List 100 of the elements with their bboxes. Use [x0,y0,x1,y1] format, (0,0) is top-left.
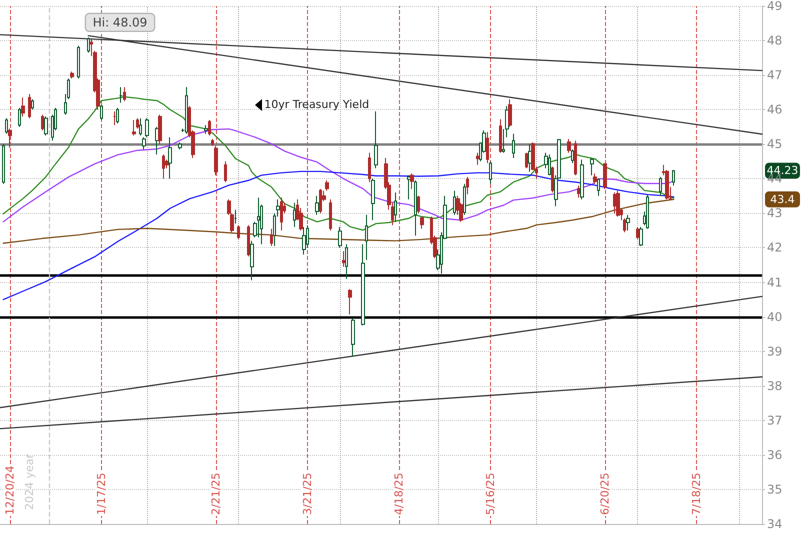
candlestick [410,172,414,190]
candlestick [577,185,581,198]
candlestick [211,138,214,146]
candlestick [571,148,574,164]
candlestick [100,104,103,120]
candlestick [234,209,237,224]
candlestick [136,118,139,130]
candlestick [2,144,5,184]
x-tick-label: 5/16/25 [484,472,498,515]
candlestick [528,144,532,172]
candlestick [486,132,489,164]
candlestick [646,194,649,230]
candlestick [597,178,600,196]
candlestick [142,136,146,150]
candlestick [214,145,218,176]
candlestick [145,118,149,138]
candlestick [420,216,424,230]
candlestick [329,198,332,231]
candlestick [636,226,639,240]
candlestick [21,97,25,118]
candlestick [512,133,515,158]
candlestick [41,114,44,131]
candlestick [394,192,397,222]
candlestick [168,136,172,180]
y-tick-label: 45 [767,137,782,152]
candlestick [28,94,31,119]
candlestick [178,142,182,150]
x-tick-label: 2/21/25 [209,472,222,515]
candlestick [293,202,296,228]
candlestick [463,183,466,216]
candlestick [466,176,469,195]
y-tick-label: 35 [767,482,782,496]
y-tick-label: 49 [767,0,782,13]
candlestick [348,288,352,315]
candlestick [158,114,162,145]
y-tick-label: 40 [767,310,782,324]
y-tick-label: 47 [767,68,782,82]
candlestick [567,138,571,154]
candlestick [162,154,165,180]
candlestick [116,107,119,124]
candlestick [70,71,74,80]
candlestick [374,110,378,169]
candlestick [77,45,80,80]
candlestick [590,157,594,176]
candlestick [603,162,607,190]
candlestick [368,152,371,183]
annotation: 10yr Treasury Yield [264,98,370,112]
candlestick [123,86,126,102]
candlestick [616,190,620,218]
line-series [2,96,674,231]
candlestick [659,176,662,196]
candlestick [414,180,417,236]
y-tick-label: 42 [767,240,782,255]
candlestick [185,86,188,134]
y-tick-label: 48 [767,34,782,48]
y-tick-label: 36 [767,448,782,462]
candlestick [237,224,240,240]
candlestick [351,318,355,358]
line-series [2,128,674,222]
candlestick [593,172,597,184]
candlestick [453,190,456,216]
candlestick [224,160,227,183]
candlestick [338,226,342,248]
candlestick [580,159,584,200]
candlestick [325,180,329,192]
x-tick-label: 3/21/25 [300,472,314,515]
candlestick [639,226,643,247]
candlestick [208,119,211,136]
candlestick [499,118,502,154]
candlestick [247,224,250,257]
x-tick-label: 4/18/25 [392,472,406,515]
candlestick [31,98,34,110]
candlestick [476,152,479,166]
candlestick [365,214,368,260]
candlestick [155,126,159,155]
candlestick [342,250,345,268]
candlestick [250,240,254,281]
candlestick [87,36,90,54]
candlestick [371,178,375,221]
y-tick-label: 43 [767,206,782,220]
line-series [2,198,674,244]
candlestick [672,170,675,186]
candlestick [361,244,365,326]
candlestick [315,195,319,216]
y-tick-label: 38 [767,378,782,393]
candlestick [139,118,142,136]
candlestick [280,197,283,231]
candlestick [574,140,577,176]
candlestick [551,166,554,193]
candlestick [508,98,512,128]
candlestick [270,228,273,247]
candlestick [18,107,21,128]
y-tick-label: 41 [767,275,782,290]
x-tick-label: 7/18/25 [690,472,704,515]
candlestick [204,124,208,134]
candlestick [132,119,136,136]
candlestick [489,160,492,184]
x-tick-label: 6/20/25 [598,472,612,515]
x-tick-label: 1/17/25 [94,472,108,515]
y-tick-label: 39 [767,344,782,358]
